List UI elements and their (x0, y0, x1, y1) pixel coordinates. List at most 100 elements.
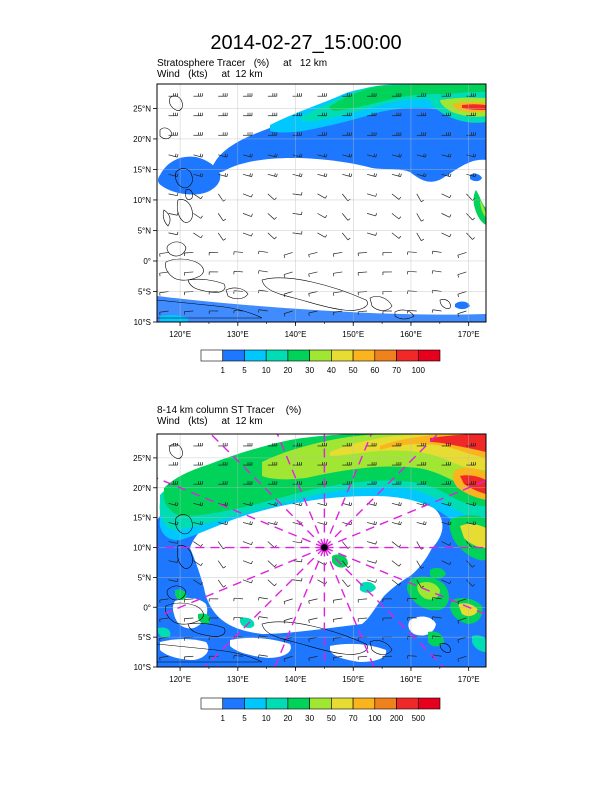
wind-barb (242, 232, 253, 237)
wind-barb (367, 173, 377, 177)
wind-barb (242, 153, 253, 158)
wind-barb (242, 521, 253, 526)
wind-barb (366, 193, 377, 197)
radial-spoke (323, 547, 375, 667)
wind-barb (233, 251, 244, 255)
wind-barb (333, 598, 343, 604)
wind-barb (243, 112, 253, 117)
wind-barb (159, 291, 169, 296)
wind-barb (258, 250, 268, 255)
radial-spoke (324, 546, 486, 616)
wind-barb (357, 310, 368, 315)
wind-barb (441, 541, 452, 546)
wind-barb (267, 213, 277, 220)
wind-barb (382, 598, 392, 602)
wind-barb (308, 617, 318, 624)
wind-barb (431, 250, 442, 255)
wind-barb (243, 93, 253, 97)
wind-barb (258, 616, 268, 620)
wind-barb (342, 213, 351, 221)
wind-barb (193, 193, 203, 200)
wind-barb (317, 193, 328, 199)
colorbar-swatch (309, 697, 332, 710)
wind-barb (292, 462, 302, 466)
wind-barb (184, 617, 194, 622)
wind-barb (317, 502, 328, 506)
wind-barb (317, 93, 327, 97)
wind-barb (431, 597, 442, 601)
wind-barb (242, 560, 253, 565)
wind-barb (457, 655, 467, 662)
wind-barb (242, 541, 253, 546)
panel1-overlay-label: Wind (kts) at 12 km (157, 69, 263, 80)
wind-barb (283, 598, 293, 605)
main-title: 2014-02-27_15:00:00 (210, 32, 402, 54)
wind-barb (193, 213, 203, 219)
wind-barb (267, 579, 277, 587)
x-tick-label: 160°E (400, 675, 422, 684)
wind-barb (267, 173, 278, 177)
wind-barb (217, 232, 226, 241)
wind-barb (267, 481, 278, 485)
wind-barb (292, 93, 302, 97)
wind-barb (367, 442, 377, 447)
wind-barb (416, 153, 427, 158)
wind-barb (317, 213, 328, 219)
colorbar-label: 5 (242, 366, 247, 375)
wind-barb (242, 213, 253, 217)
colorbar-label: 20 (283, 714, 292, 723)
radial-spoke (274, 547, 326, 667)
y-tick-label: 20°N (133, 135, 151, 144)
wind-barb (242, 173, 253, 177)
wind-barb (184, 655, 194, 660)
wind-barb (292, 132, 302, 136)
wind-barb (283, 655, 293, 662)
wind-barb (218, 462, 228, 466)
panel1-variable-label: Stratosphere Tracer (%) at 12 km (157, 58, 328, 69)
x-tick-label: 140°E (285, 330, 307, 339)
panel2-frame (156, 433, 487, 668)
wind-barb (391, 193, 402, 200)
wind-barb (292, 481, 302, 485)
wind-barb (159, 271, 169, 277)
wind-barb (382, 252, 392, 256)
wind-barb (193, 521, 204, 526)
x-tick-label: 150°E (342, 330, 364, 339)
wind-barb (441, 502, 452, 506)
wind-barb (233, 597, 244, 602)
wind-barb (441, 193, 452, 199)
wind-barb (342, 502, 353, 506)
y-tick-label: 25°N (133, 454, 151, 463)
wind-barb (308, 598, 318, 604)
wind-barb (233, 309, 244, 314)
wind-barb (317, 112, 327, 117)
wind-barb (466, 112, 476, 117)
wind-barb (342, 153, 353, 158)
wind-barb (366, 579, 377, 583)
wind-barb (184, 598, 194, 603)
wind-barb (466, 442, 476, 447)
wind-barb (391, 579, 402, 586)
panel1-axes: 120°E 130°E 140°E 150°E 160°E 170°E 25°N 20°N 15… (133, 104, 480, 339)
wind-barb (168, 559, 179, 563)
wind-barb (333, 617, 343, 623)
wind-barb (407, 270, 417, 275)
wind-barb (267, 112, 278, 117)
wind-barb (242, 579, 253, 584)
wind-barb (168, 231, 179, 236)
wind-barb (342, 442, 352, 447)
colorbar-swatch (265, 697, 289, 710)
radial-spoke (323, 434, 439, 549)
wind-barb (292, 112, 302, 117)
colorbar-swatch (417, 349, 441, 362)
wind-barb (168, 462, 178, 466)
wind-barb (267, 153, 278, 158)
wind-barb (441, 481, 451, 485)
wind-barb (466, 560, 475, 568)
wind-barb (159, 598, 169, 604)
colorbar-label: 10 (262, 714, 271, 723)
wind-barb (258, 270, 268, 274)
wind-barb (317, 153, 328, 158)
wind-barb (382, 617, 392, 622)
wind-barb (457, 617, 467, 624)
